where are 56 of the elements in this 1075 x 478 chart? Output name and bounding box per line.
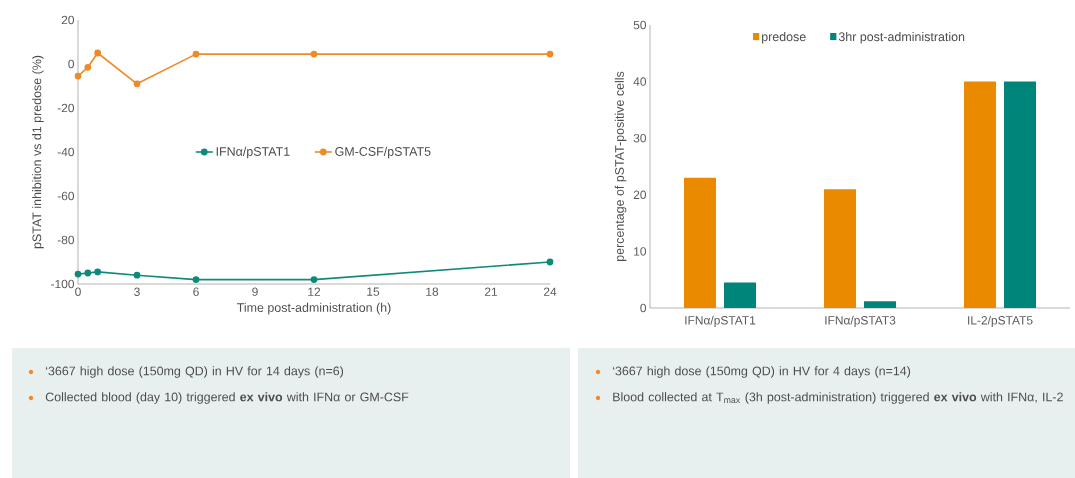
bar (864, 301, 897, 308)
y-tick-label: -100 (51, 279, 75, 289)
point (94, 49, 102, 57)
text: Collected blood (day 10) triggered ex vivo with IFNα or GM-CSF (45, 392, 409, 404)
point (84, 63, 92, 71)
x-tick-label: 3 (134, 287, 140, 296)
point (546, 258, 554, 266)
bar (684, 177, 717, 308)
y-tick-label: -80 (57, 235, 75, 245)
legend-label: 3hr post-administration (838, 32, 965, 44)
y-tick-label: -60 (57, 191, 75, 201)
x-tick-label: IL-2/pSTAT5 (968, 315, 1033, 327)
y-tick-label: -20 (57, 103, 75, 113)
y-tick-label: 30 (633, 133, 647, 143)
legend-label: GM-CSF/pSTAT5 (335, 146, 431, 159)
text: Blood collected at T$_{max}$ (3h post-administration) triggered ex vivo with IFNα, IL-2 (613, 392, 1063, 404)
y-axis-title: pSTAT inhibition vs d1 predose (%) (32, 55, 44, 249)
x-tick-label: 6 (193, 287, 199, 296)
point (546, 50, 554, 58)
bar (964, 81, 997, 308)
x-tick-label: 24 (543, 287, 557, 296)
x-tick-label: 18 (426, 287, 439, 296)
legend-label: predose (762, 32, 806, 44)
x-tick-label: 15 (367, 287, 380, 296)
x-tick-label: 9 (252, 287, 258, 296)
x-tick-label: IFNα/pSTAT3 (825, 315, 896, 327)
x-tick-label: 21 (484, 287, 498, 296)
bar (724, 282, 757, 308)
y-tick-label: 20 (61, 15, 75, 25)
bar (824, 189, 857, 308)
point (74, 270, 82, 278)
x-axis-title: Time post-administration (h) (237, 302, 391, 315)
y-tick-label: -40 (57, 147, 75, 157)
x-tick-label: IFNα/pSTAT1 (685, 315, 756, 327)
y-tick-label: 0 (68, 59, 75, 69)
point (133, 80, 141, 88)
point (84, 269, 92, 277)
text: ‘3667 high dose (150mg QD) in HV for 14 days (n=6) (45, 366, 344, 378)
point (133, 271, 141, 279)
text: ‘3667 high dose (150mg QD) in HV for 4 days (n=14) (612, 366, 911, 378)
y-tick-label: 0 (640, 303, 647, 313)
y-tick-label: 20 (633, 190, 647, 200)
y-tick-label: 40 (633, 77, 647, 86)
point (192, 50, 200, 58)
point (192, 276, 200, 283)
x-tick-label: 12 (308, 287, 321, 296)
x-tick-label: 0 (75, 287, 81, 296)
point (94, 268, 102, 276)
point (74, 72, 82, 80)
y-tick-label: 50 (633, 20, 647, 30)
bar (1004, 81, 1037, 308)
legend-label: IFNα/pSTAT1 (216, 146, 290, 159)
y-axis-title: percentage of pSTAT-positive cells (614, 71, 627, 261)
point (310, 276, 318, 283)
y-tick-label: 10 (634, 247, 647, 256)
point (310, 50, 318, 58)
